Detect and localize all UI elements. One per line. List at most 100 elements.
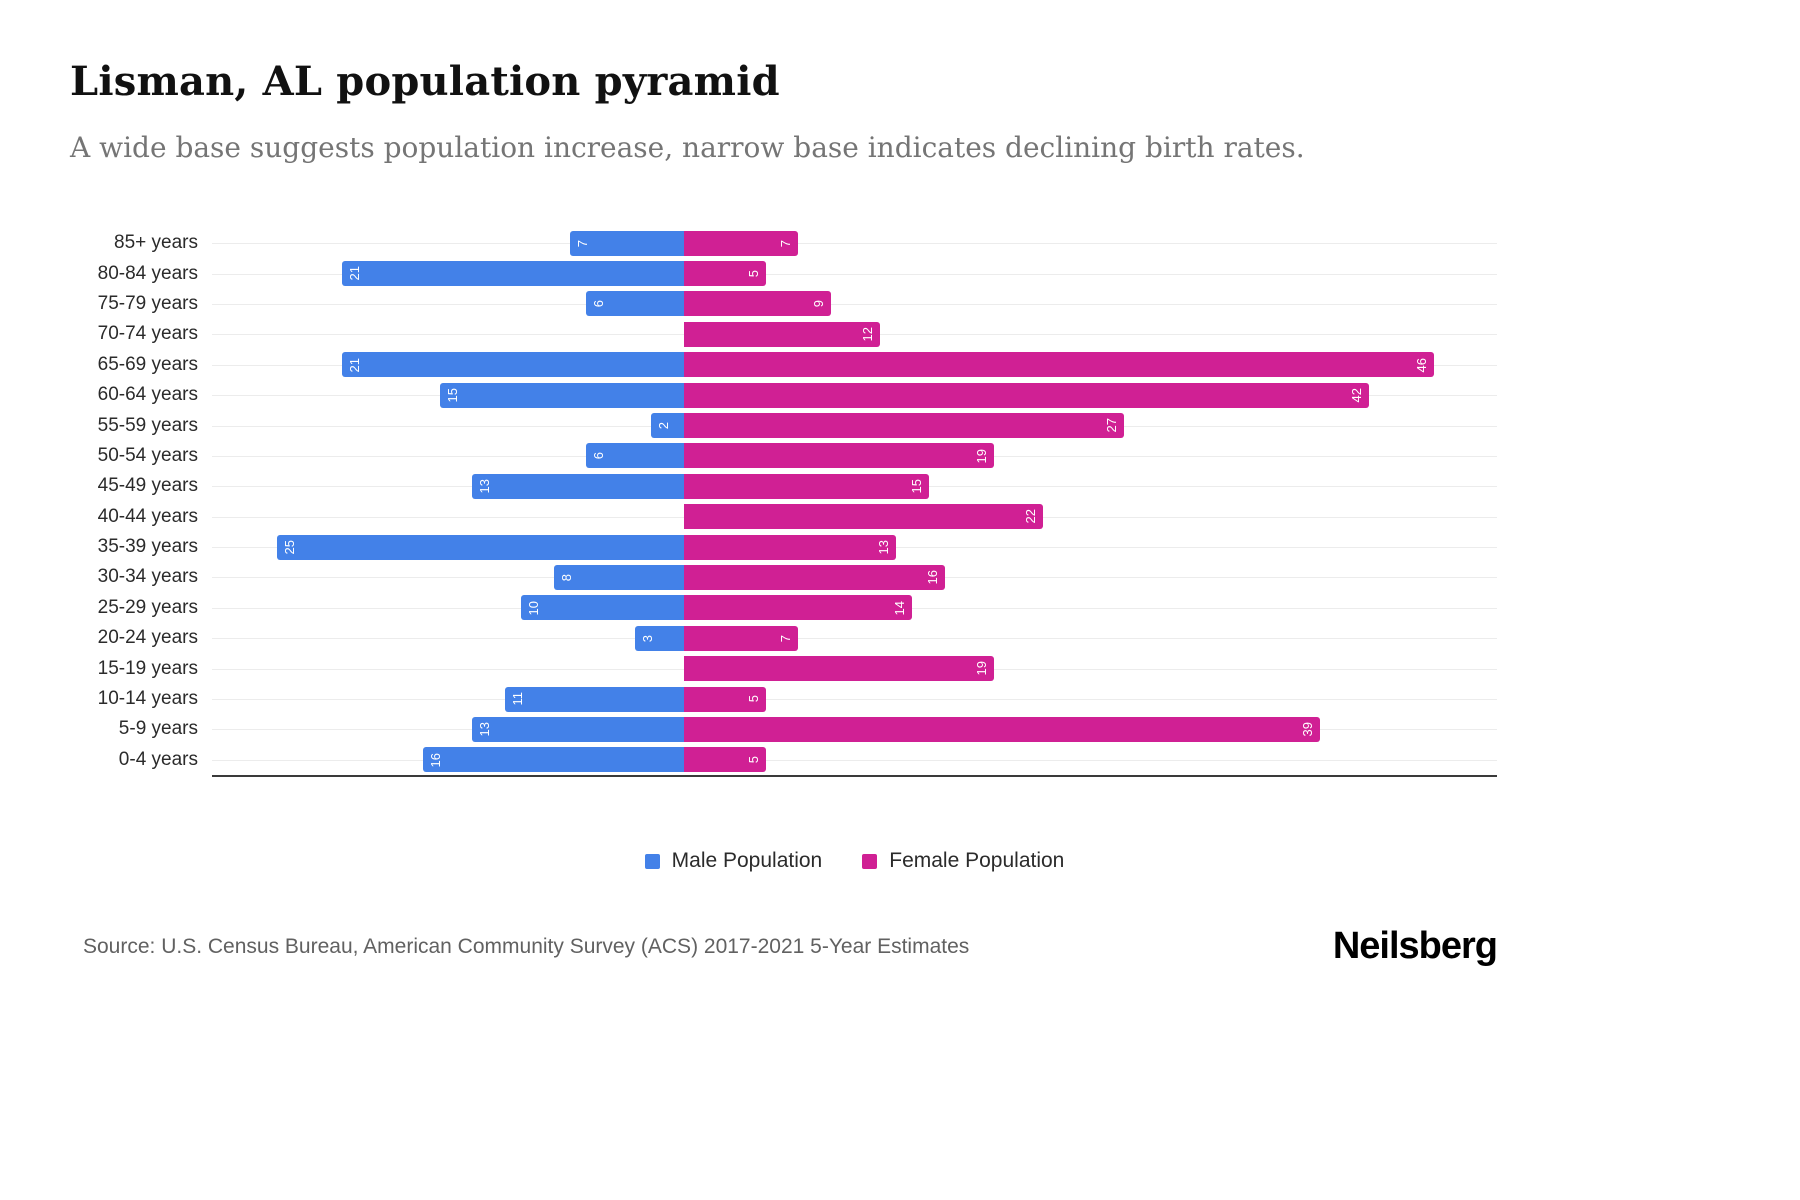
- category-label: 60-64 years: [97, 384, 198, 406]
- chart-row: 55-59 years 2 27: [70, 410, 1497, 440]
- male-area: 6: [212, 289, 684, 319]
- page-title: Lisman, AL population pyramid: [70, 58, 780, 105]
- female-area: 39: [684, 714, 1497, 744]
- row-plot: 10 14: [212, 593, 1497, 623]
- male-bar: 25: [276, 534, 684, 560]
- bar-value-label: 13: [875, 539, 891, 555]
- female-bar: 19: [684, 443, 994, 469]
- row-plot: 22: [212, 502, 1497, 532]
- female-area: 19: [684, 441, 1497, 471]
- male-area: 2: [212, 410, 684, 440]
- female-area: 15: [684, 471, 1497, 501]
- bar-value-label: 19: [973, 448, 989, 464]
- x-axis-line: [212, 775, 1497, 778]
- chart-row: 10-14 years 11 5: [70, 684, 1497, 714]
- male-bar: 15: [439, 382, 684, 408]
- female-area: 5: [684, 745, 1497, 775]
- category-label: 0-4 years: [118, 748, 198, 770]
- category-label: 25-29 years: [97, 596, 198, 618]
- row-plot: 19: [212, 653, 1497, 683]
- bar-value-label: 8: [558, 573, 574, 582]
- chart-row: 40-44 years 22: [70, 502, 1497, 532]
- bar-value-label: 16: [428, 752, 444, 768]
- bar-value-label: 27: [1104, 418, 1120, 433]
- bar-value-label: 25: [281, 539, 297, 555]
- bar-value-label: 7: [778, 634, 794, 642]
- male-area: 13: [212, 471, 684, 501]
- male-area: 15: [212, 380, 684, 410]
- row-plot: 8 16: [212, 562, 1497, 592]
- legend: Male Population Female Population: [644, 849, 1064, 873]
- category-label: 5-9 years: [118, 718, 198, 740]
- female-bar: 5: [684, 747, 766, 773]
- female-bar: 9: [684, 291, 831, 317]
- category-label: 10-14 years: [97, 688, 198, 710]
- category-label: 20-24 years: [97, 627, 198, 649]
- bar-value-label: 21: [346, 357, 362, 372]
- legend-item[interactable]: Male Population: [644, 849, 822, 873]
- row-plot: 15 42: [212, 380, 1497, 410]
- category-label: 70-74 years: [97, 323, 198, 345]
- male-area: 25: [212, 532, 684, 562]
- male-bar: 13: [472, 716, 684, 742]
- male-area: 6: [212, 441, 684, 471]
- female-bar: 5: [684, 261, 766, 287]
- female-area: 16: [684, 562, 1497, 592]
- male-area: [212, 502, 684, 532]
- gridline: [212, 273, 1497, 275]
- male-area: 3: [212, 623, 684, 653]
- bar-value-label: 15: [908, 479, 924, 494]
- female-bar: 7: [684, 625, 799, 651]
- male-bar: 3: [635, 625, 684, 651]
- female-bar: 14: [684, 595, 913, 621]
- legend-swatch: [644, 853, 660, 869]
- category-label: 40-44 years: [97, 505, 198, 527]
- chart-row: 70-74 years 12: [70, 319, 1497, 349]
- gridline: [212, 243, 1497, 245]
- bar-value-label: 16: [924, 570, 940, 585]
- category-label: 15-19 years: [97, 657, 198, 679]
- male-bar: 16: [423, 747, 684, 773]
- row-plot: 13 15: [212, 471, 1497, 501]
- source-attribution: Source: U.S. Census Bureau, American Com…: [83, 934, 970, 958]
- chart-row: 60-64 years 15 42: [70, 380, 1497, 410]
- bar-value-label: 9: [810, 300, 826, 308]
- category-label: 35-39 years: [97, 536, 198, 558]
- bar-value-label: 13: [477, 479, 493, 494]
- chart-row: 15-19 years 19: [70, 653, 1497, 683]
- page-subtitle: A wide base suggests population increase…: [70, 131, 1305, 164]
- female-area: 12: [684, 319, 1497, 349]
- male-bar: 21: [341, 352, 684, 378]
- female-bar: 42: [684, 382, 1369, 408]
- legend-item[interactable]: Female Population: [862, 849, 1064, 873]
- category-label: 55-59 years: [97, 414, 198, 436]
- chart-row: 20-24 years 3 7: [70, 623, 1497, 653]
- male-bar: 6: [586, 291, 684, 317]
- bar-value-label: 15: [444, 387, 460, 403]
- female-bar: 46: [684, 352, 1434, 378]
- legend-swatch: [862, 853, 878, 869]
- male-area: 21: [212, 350, 684, 380]
- male-area: 7: [212, 228, 684, 258]
- chart-row: 0-4 years 16 5: [70, 745, 1497, 775]
- female-area: 5: [684, 684, 1497, 714]
- chart-row: 75-79 years 6 9: [70, 289, 1497, 319]
- female-area: 46: [684, 350, 1497, 380]
- gridline: [212, 759, 1497, 761]
- chart-row: 30-34 years 8 16: [70, 562, 1497, 592]
- bar-value-label: 10: [526, 600, 541, 616]
- male-bar: 13: [472, 473, 684, 499]
- chart-row: 80-84 years 21 5: [70, 258, 1497, 288]
- female-area: 42: [684, 380, 1497, 410]
- category-label: 85+ years: [114, 232, 198, 254]
- bar-value-label: 7: [574, 239, 590, 247]
- chart-row: 5-9 years 13 39: [70, 714, 1497, 744]
- female-bar: 16: [684, 564, 945, 590]
- gridline: [212, 699, 1497, 701]
- category-label: 30-34 years: [97, 566, 198, 588]
- neilsberg-logo: Neilsberg: [1332, 925, 1498, 968]
- row-plot: 21 5: [212, 258, 1497, 288]
- female-area: 19: [684, 653, 1497, 683]
